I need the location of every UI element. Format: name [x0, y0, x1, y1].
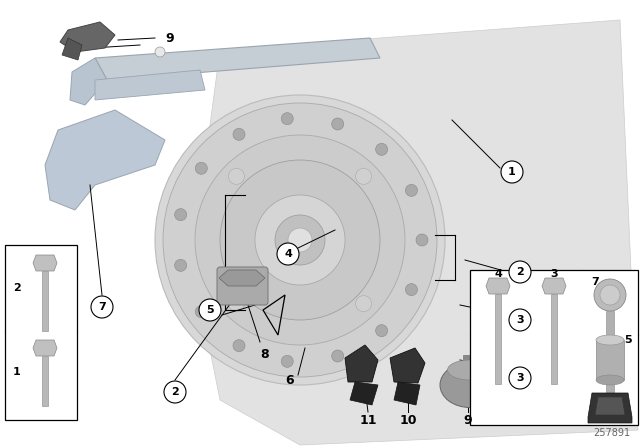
Polygon shape [390, 348, 425, 383]
Text: 4: 4 [494, 269, 502, 279]
Bar [606, 311, 614, 406]
Text: 11: 11 [359, 414, 377, 426]
Polygon shape [33, 255, 57, 271]
Text: 3: 3 [550, 269, 558, 279]
Circle shape [195, 135, 405, 345]
Circle shape [275, 215, 325, 265]
Ellipse shape [447, 360, 493, 380]
Circle shape [406, 185, 417, 196]
FancyBboxPatch shape [217, 267, 268, 305]
Ellipse shape [596, 335, 624, 345]
Text: 7: 7 [591, 277, 599, 287]
Circle shape [233, 340, 245, 352]
Ellipse shape [440, 362, 500, 408]
Bar [495, 294, 501, 384]
Polygon shape [62, 38, 82, 60]
Circle shape [233, 128, 245, 140]
Text: 5: 5 [624, 335, 632, 345]
Circle shape [376, 325, 388, 336]
Bar [470, 270, 638, 425]
Circle shape [416, 234, 428, 246]
Polygon shape [542, 278, 566, 294]
Text: 2: 2 [516, 267, 524, 277]
Circle shape [509, 367, 531, 389]
Bar [42, 271, 48, 331]
Circle shape [195, 306, 207, 318]
Bar [596, 340, 624, 380]
Polygon shape [595, 397, 625, 415]
Polygon shape [588, 393, 632, 423]
Text: 9: 9 [166, 31, 174, 44]
Circle shape [356, 168, 372, 185]
Circle shape [155, 47, 165, 57]
Bar [551, 294, 557, 384]
Circle shape [91, 296, 113, 318]
Circle shape [281, 355, 293, 367]
Polygon shape [70, 58, 107, 105]
Circle shape [594, 279, 626, 311]
Text: 2: 2 [171, 387, 179, 397]
Polygon shape [95, 38, 380, 80]
Circle shape [288, 228, 312, 252]
Polygon shape [95, 70, 205, 100]
Circle shape [164, 381, 186, 403]
Circle shape [501, 161, 523, 183]
Text: 5: 5 [206, 305, 214, 315]
Circle shape [376, 143, 388, 155]
Circle shape [228, 296, 244, 312]
Circle shape [175, 259, 187, 271]
Bar [5, 245, 77, 420]
Circle shape [509, 261, 531, 283]
Text: 7: 7 [98, 302, 106, 312]
Text: 257891: 257891 [593, 428, 630, 438]
Circle shape [600, 285, 620, 305]
Text: 10: 10 [399, 414, 417, 426]
Polygon shape [33, 340, 57, 356]
Ellipse shape [596, 375, 624, 385]
Polygon shape [486, 278, 510, 294]
Polygon shape [219, 270, 265, 286]
Circle shape [356, 296, 372, 312]
Circle shape [220, 160, 380, 320]
Circle shape [406, 284, 417, 296]
Polygon shape [394, 382, 420, 405]
Circle shape [332, 118, 344, 130]
Text: 2: 2 [13, 283, 21, 293]
Polygon shape [60, 22, 115, 52]
Text: 3: 3 [516, 315, 524, 325]
Polygon shape [345, 345, 378, 382]
Polygon shape [45, 110, 165, 210]
Circle shape [255, 195, 345, 285]
Text: 4: 4 [284, 249, 292, 259]
Circle shape [332, 350, 344, 362]
Text: 1: 1 [508, 167, 516, 177]
Text: 8: 8 [260, 349, 269, 362]
Text: 9: 9 [464, 414, 472, 426]
Polygon shape [200, 20, 638, 445]
Circle shape [199, 299, 221, 321]
Bar [42, 356, 48, 406]
Circle shape [277, 243, 299, 265]
Circle shape [509, 309, 531, 331]
Circle shape [155, 95, 445, 385]
Circle shape [175, 209, 187, 220]
Polygon shape [350, 382, 378, 405]
Circle shape [163, 103, 437, 377]
Circle shape [195, 162, 207, 174]
Text: 6: 6 [285, 374, 294, 387]
Circle shape [281, 112, 293, 125]
Circle shape [228, 168, 244, 185]
Bar [463, 355, 477, 375]
Text: 1: 1 [13, 367, 21, 377]
Text: 3: 3 [516, 373, 524, 383]
